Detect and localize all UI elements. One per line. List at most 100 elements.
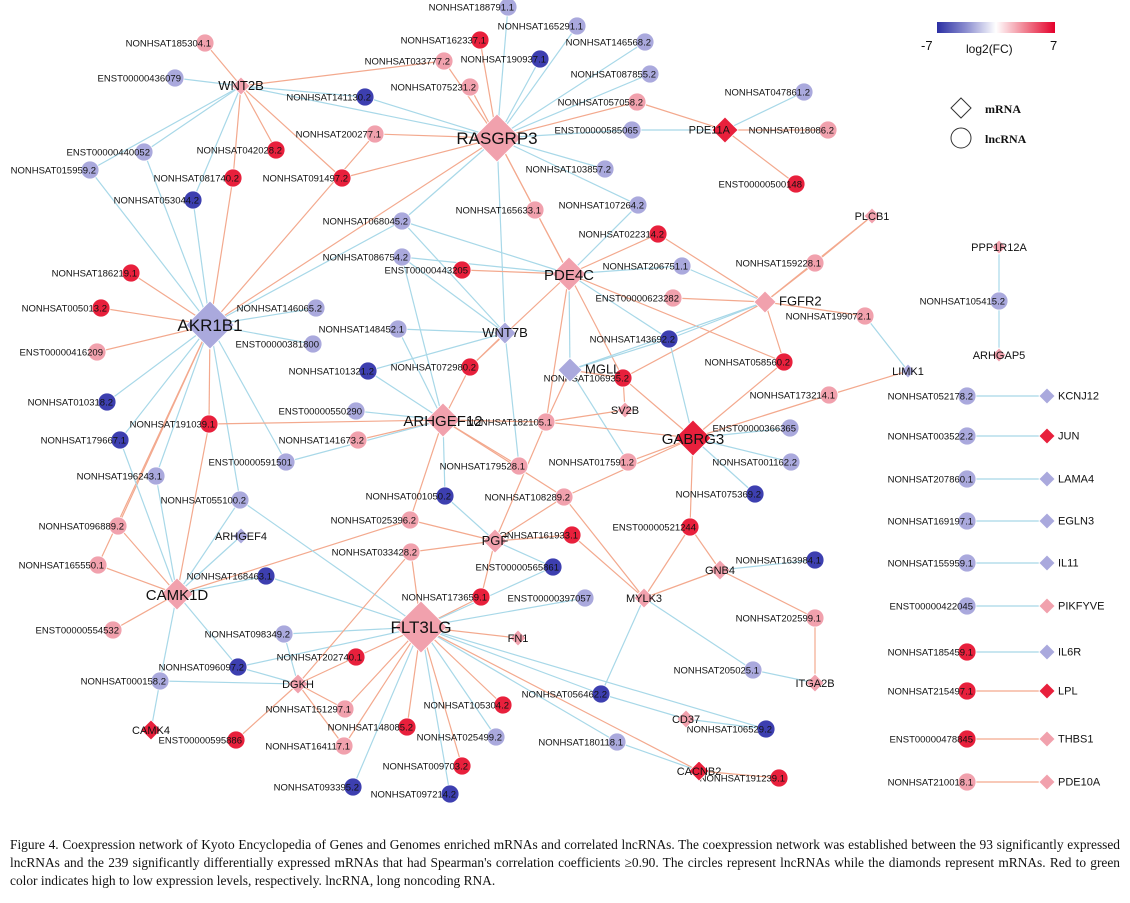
mrna-node-pikfyve: PIKFYVE (1038, 597, 1104, 615)
lncrna-node-nonhsat017591-2: NONHSAT017591.2 (549, 452, 638, 472)
lncrna-node-nonhsat199072-1: NONHSAT199072.1 (786, 306, 875, 326)
lncrna-node-nonhsat190937-1: NONHSAT190937.1 (461, 49, 550, 69)
node-label: ENST00000623282 (596, 294, 679, 305)
lncrna-circle-marker (769, 768, 789, 788)
mrna-node-ppp1r12a: PPP1R12A (971, 239, 1027, 255)
lncrna-node-enst00000591501: ENST00000591501 (209, 452, 296, 472)
node-label: PIKFYVE (1058, 601, 1104, 613)
node-label: CAMK4 (132, 725, 170, 737)
lncrna-circle-marker (388, 319, 408, 339)
edge-flt3lg-nonhsat106529-2 (420, 626, 767, 730)
edge-gnb4-mylk3 (643, 569, 721, 599)
lncrna-node-nonhsat058560-2: NONHSAT058560.2 (705, 352, 794, 372)
edge-pgf-nonhsat001050-2 (444, 495, 496, 542)
mrna-node-sv2b: SV2B (611, 401, 639, 419)
node-label: ENST00000554532 (36, 626, 119, 637)
node-label: NONHSAT047861.2 (725, 88, 810, 99)
edge-pgf-enst00000565861 (494, 540, 554, 568)
lncrna-circle-marker (471, 587, 491, 607)
mrna-node-gnb4: GNB4 (705, 559, 735, 581)
lncrna-node-nonhsat093395-2: NONHSAT093395.2 (274, 777, 363, 797)
lncrna-circle-marker (536, 412, 556, 432)
node-label: NONHSAT106529.2 (687, 725, 772, 736)
lncrna-node-nonhsat146568-2: NONHSAT146568.2 (566, 32, 655, 52)
lncrna-node-enst00000436079: ENST00000436079 (98, 68, 185, 88)
lncrna-node-nonhsat096097-2: NONHSAT096097.2 (159, 657, 248, 677)
node-label: NONHSAT207860.1 (888, 475, 973, 486)
edge-camk1d-nonhsat096889-2 (117, 525, 178, 595)
edge-rasgrp3-akr1b1 (209, 137, 498, 326)
lncrna-circle-marker (648, 224, 668, 244)
lncrna-node-enst00000500148: ENST00000500148 (719, 174, 806, 194)
lncrna-node-nonhsat106935-2: NONHSAT106935.2 (544, 368, 633, 388)
lncrna-node-enst00000397057: ENST00000397057 (508, 588, 595, 608)
lncrna-circle-marker (627, 92, 647, 112)
lncrna-circle-marker (452, 756, 472, 776)
mrna-node-lpl: LPL (1038, 682, 1078, 700)
edge-limk1-nonhsat199072-1 (864, 315, 909, 372)
mrna-node-thbs1: THBS1 (1038, 730, 1093, 748)
lncrna-circle-marker (274, 624, 294, 644)
lncrna-circle-marker (794, 82, 814, 102)
lncrna-node-enst00000565861: ENST00000565861 (476, 557, 563, 577)
mrna-diamond-marker (674, 419, 712, 457)
edge-flt3lg-nonhsat097214-2 (420, 626, 451, 795)
mrna-node-egln3: EGLN3 (1038, 512, 1094, 530)
node-label: GABRG3 (662, 431, 725, 448)
lncrna-circle-marker (818, 120, 838, 140)
edge-mylk3-enst00000521244 (643, 526, 691, 599)
node-label: NONHSAT097214.2 (371, 790, 456, 801)
node-label: NONHSAT003522.2 (888, 432, 973, 443)
lncrna-circle-marker (460, 357, 480, 377)
lncrna-node-nonhsat205025-1: NONHSAT205025.1 (674, 660, 763, 680)
mrna-diamond-marker (493, 321, 517, 345)
lncrna-node-nonhsat055100-2: NONHSAT055100.2 (161, 490, 250, 510)
node-label: NONHSAT106935.2 (544, 374, 629, 385)
edge-flt3lg-nonhsat056462-2 (420, 626, 602, 695)
node-label: NONHSAT165633.1 (456, 206, 541, 217)
lncrna-node-nonhsat098349-2: NONHSAT098349.2 (205, 624, 294, 644)
lncrna-node-nonhsat146065-2: NONHSAT146065.2 (237, 298, 326, 318)
edge-limk1-nonhsat173214-1 (828, 370, 909, 396)
lncrna-circle-marker (303, 334, 323, 354)
lncrna-circle-marker (335, 699, 355, 719)
lncrna-key-label: lncRNA (985, 132, 1027, 146)
lncrna-node-enst00000478845: ENST00000478845 (890, 729, 977, 749)
log2fc-color-scale (937, 22, 1055, 33)
node-label: NONHSAT096097.2 (159, 663, 244, 674)
lncrna-node-nonhsat186219-1: NONHSAT186219.1 (52, 263, 141, 283)
edge-pgf-nonhsat182105-1 (494, 421, 547, 542)
lncrna-circle-marker (957, 642, 977, 662)
node-label: NONHSAT081740.2 (154, 174, 239, 185)
edge-flt3lg-nonhsat168463-1 (265, 575, 422, 628)
mrna-node-gabrg3: GABRG3 (662, 419, 725, 457)
mrna-node-jun: JUN (1038, 427, 1079, 445)
mrna-node-rasgrp3: RASGRP3 (456, 113, 538, 163)
lncrna-node-enst00000422045: ENST00000422045 (890, 596, 977, 616)
node-label: FGFR2 (779, 294, 822, 309)
node-label: NONHSAT098349.2 (205, 630, 290, 641)
mrna-diamond-marker (509, 629, 527, 647)
edge-arhgef12-nonhsat148452-1 (397, 328, 444, 421)
node-label: NONHSAT072980.2 (391, 363, 476, 374)
lncrna-circle-marker (392, 211, 412, 231)
node-label: NONHSAT155959.1 (888, 559, 973, 570)
edge-mgll-nonhsat017591-2 (569, 369, 629, 463)
node-label: CAMK1D (146, 587, 209, 604)
mrna-diamond-marker (863, 207, 881, 225)
edge-camk1d-nonhsat191039-1 (176, 423, 210, 595)
lncrna-circle-marker (87, 342, 107, 362)
lncrna-node-nonhsat155959-1: NONHSAT155959.1 (888, 553, 977, 573)
node-label: NONHSAT215497.1 (888, 687, 973, 698)
node-label: NONHSAT186219.1 (52, 269, 137, 280)
node-label: NONHSAT148085.2 (328, 723, 413, 734)
edge-camk1d-nonhsat168463-1 (176, 575, 267, 595)
mrna-node-fgfr2: FGFR2 (753, 290, 822, 314)
lncrna-circle-marker (781, 452, 801, 472)
lncrna-circle-marker (343, 777, 363, 797)
lncrna-node-nonhsat179667-1: NONHSAT179667.1 (41, 430, 130, 450)
lncrna-node-enst00000381800: ENST00000381800 (236, 334, 323, 354)
node-label: NONHSAT169197.1 (888, 517, 973, 528)
node-label: NONHSAT000158.2 (81, 677, 166, 688)
lncrna-node-nonhsat068045-2: NONHSAT068045.2 (323, 211, 412, 231)
